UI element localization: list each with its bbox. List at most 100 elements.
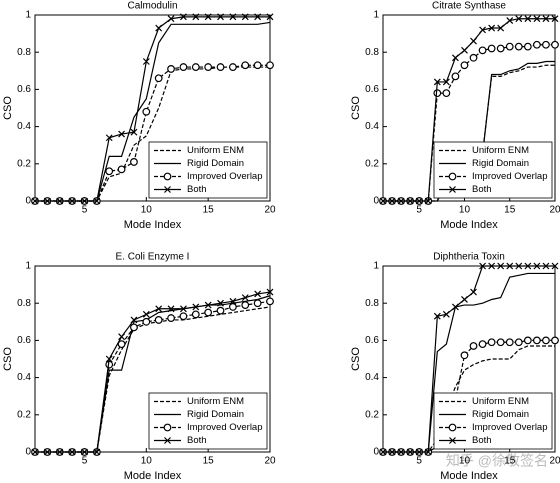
marker-x xyxy=(515,15,523,23)
y-tick-label: 1 xyxy=(25,261,31,272)
x-tick-label: 20 xyxy=(549,205,560,216)
marker-x xyxy=(229,13,237,21)
marker-circle xyxy=(523,42,532,51)
series-line xyxy=(35,16,270,202)
y-tick-label: 0.8 xyxy=(365,298,379,309)
marker-x xyxy=(93,448,101,456)
chart-title: Calmodulin xyxy=(127,1,177,12)
marker-x xyxy=(254,13,262,21)
marker-x xyxy=(442,78,450,86)
marker-circle xyxy=(167,65,175,73)
marker-circle xyxy=(154,74,163,83)
legend-label: Uniform ENM xyxy=(187,396,244,407)
marker-x xyxy=(266,13,274,21)
x-tick-label: 5 xyxy=(82,456,88,467)
x-axis-label: Mode Index xyxy=(124,470,182,482)
marker-circle xyxy=(241,301,250,309)
marker-x xyxy=(93,197,101,205)
marker-x xyxy=(118,130,126,138)
marker-x xyxy=(451,54,459,62)
y-tick-label: 1 xyxy=(25,10,31,21)
marker-circle xyxy=(442,89,451,98)
y-tick-label: 0 xyxy=(25,196,31,207)
marker-circle xyxy=(532,40,541,49)
y-tick-label: 0.2 xyxy=(365,409,379,420)
x-axis-label: Mode Index xyxy=(124,219,182,231)
y-tick-label: 0 xyxy=(25,447,31,458)
x-tick-label: 15 xyxy=(203,205,215,216)
marker-x xyxy=(254,290,262,298)
marker-x xyxy=(470,37,477,45)
marker-circle xyxy=(433,89,442,98)
marker-x xyxy=(179,13,187,21)
y-tick-label: 0.4 xyxy=(365,121,379,132)
legend-label: Improved Overlap xyxy=(187,171,263,182)
marker-x xyxy=(461,296,468,303)
marker-x xyxy=(533,262,541,270)
marker-x xyxy=(167,15,175,23)
x-tick-label: 5 xyxy=(416,456,422,467)
legend-label: Uniform ENM xyxy=(187,145,244,156)
marker-x xyxy=(68,448,76,456)
marker-x xyxy=(43,448,51,456)
marker-circle xyxy=(130,158,138,166)
x-axis-label: Mode Index xyxy=(440,470,498,482)
marker-x xyxy=(192,13,200,21)
legend-marker xyxy=(448,423,457,432)
marker-circle xyxy=(228,303,237,311)
marker-circle xyxy=(228,63,237,71)
marker-x xyxy=(204,301,212,309)
marker-circle xyxy=(478,340,487,349)
legend-marker xyxy=(449,437,456,444)
marker-x xyxy=(433,78,441,86)
marker-circle xyxy=(253,299,262,308)
marker-circle xyxy=(469,342,478,350)
marker-x xyxy=(542,15,550,23)
marker-x xyxy=(130,128,138,136)
marker-x xyxy=(397,448,405,456)
legend: Uniform ENM Rigid Domain Improved Overlap B… xyxy=(433,392,553,450)
marker-x xyxy=(130,316,138,324)
y-tick-label: 0.6 xyxy=(17,335,31,346)
marker-circle xyxy=(532,336,541,345)
subplot: Diphtheria Toxin Mode Index CSO 0 0.2 0.4 0.6 0… xyxy=(350,252,560,482)
y-tick-label: 0.8 xyxy=(365,47,379,58)
x-tick-label: 15 xyxy=(504,456,516,467)
marker-circle xyxy=(241,61,250,70)
x-axis-label: Mode Index xyxy=(440,219,498,231)
marker-circle xyxy=(514,42,523,51)
series-line xyxy=(383,18,555,202)
marker-circle xyxy=(191,63,200,71)
marker-x xyxy=(81,448,88,456)
legend-marker xyxy=(163,423,172,432)
y-tick-label: 0.6 xyxy=(365,84,379,95)
marker-circle xyxy=(179,63,188,71)
series-line xyxy=(383,265,555,453)
marker-x xyxy=(379,197,387,205)
y-axis-label: CSO xyxy=(350,347,362,371)
marker-x xyxy=(551,262,559,270)
marker-x xyxy=(488,262,496,270)
marker-circle xyxy=(469,53,478,62)
marker-x xyxy=(497,24,505,32)
marker-x xyxy=(105,134,113,142)
marker-x xyxy=(497,262,505,270)
marker-x xyxy=(167,305,175,313)
marker-x xyxy=(266,288,274,296)
marker-circle xyxy=(496,44,505,53)
marker-circle xyxy=(216,306,225,315)
marker-x xyxy=(229,297,237,305)
marker-circle xyxy=(117,165,126,174)
marker-circle xyxy=(142,317,151,326)
marker-x xyxy=(31,197,39,205)
legend-label: Rigid Domain xyxy=(187,158,244,169)
marker-x xyxy=(56,448,64,456)
legend-label: Both xyxy=(187,435,207,446)
marker-x xyxy=(43,197,51,205)
marker-x xyxy=(142,310,150,318)
legend-label: Uniform ENM xyxy=(472,396,529,407)
marker-circle xyxy=(204,63,213,71)
marker-circle xyxy=(167,314,175,322)
marker-x xyxy=(155,24,163,32)
